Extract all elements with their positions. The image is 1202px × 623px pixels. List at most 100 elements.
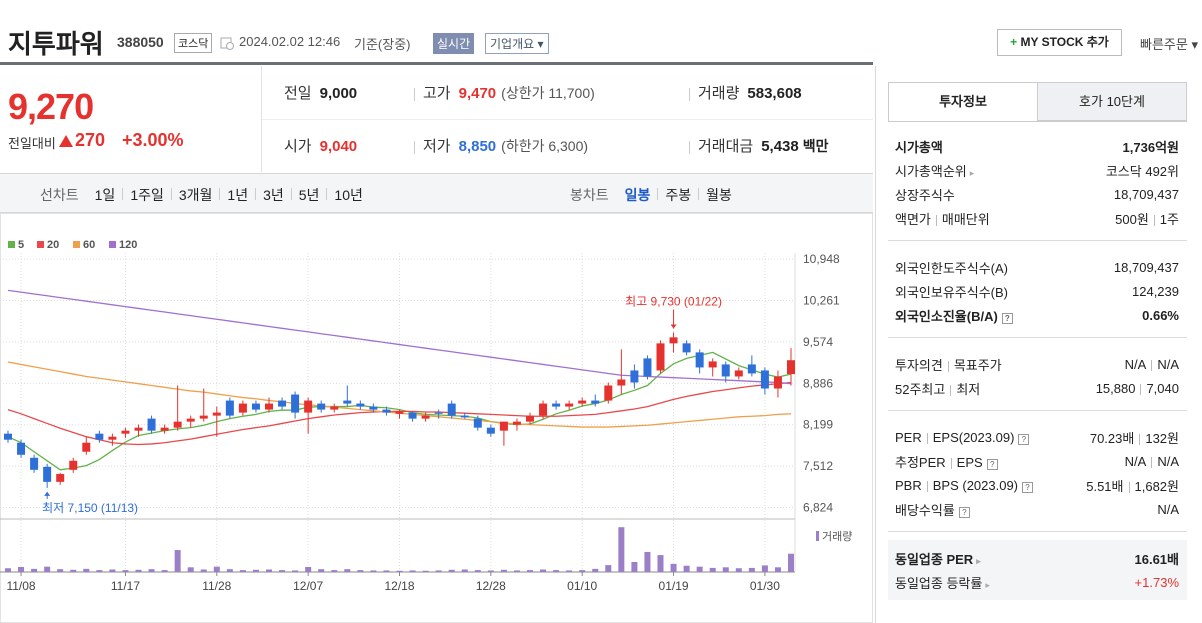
info-label-group: PER EPS(2023.09)? bbox=[895, 430, 1030, 445]
candle-body bbox=[434, 412, 443, 414]
candle-body bbox=[760, 370, 769, 389]
info-value-group: 18,709,437 bbox=[1114, 260, 1179, 275]
volume-bar bbox=[696, 566, 703, 572]
period-tab[interactable]: 3개월 bbox=[178, 187, 213, 203]
info-row: 동일업종 등락률 ▸ +1.73% bbox=[888, 570, 1187, 594]
volume-bar bbox=[161, 570, 168, 572]
info-tab[interactable]: 투자정보 bbox=[889, 83, 1037, 121]
candle-body bbox=[304, 400, 313, 413]
change-label: 전일대비 bbox=[8, 136, 56, 151]
info-label: 매매단위 bbox=[941, 211, 990, 227]
info-group: 투자의견 목표주가 N/A N/A 52주최고 최저 15,880 7,040 bbox=[888, 346, 1187, 411]
candle-body bbox=[69, 460, 78, 470]
info-tab[interactable]: 호가 10단계 bbox=[1037, 83, 1186, 121]
quote-separator bbox=[689, 87, 690, 101]
info-label: 액면가 bbox=[895, 211, 931, 227]
quote-value: 583,608 bbox=[747, 85, 802, 102]
candle-body bbox=[526, 415, 534, 422]
period-tab[interactable]: 1주일 bbox=[130, 187, 164, 203]
info-value-group: 15,880 7,040 bbox=[1096, 381, 1179, 396]
quote-separator bbox=[414, 140, 415, 154]
candle-body bbox=[173, 421, 182, 428]
volume-bar bbox=[57, 569, 64, 572]
volume-bar bbox=[31, 568, 38, 572]
quote-value: 9,470 bbox=[458, 85, 497, 102]
help-icon[interactable]: ? bbox=[1022, 481, 1034, 493]
info-label: 외국인보유주식수(B) bbox=[895, 284, 1009, 300]
help-icon[interactable]: ? bbox=[1018, 433, 1030, 445]
annotation: 최고 9,730 (01/22) bbox=[625, 295, 722, 309]
realtime-badge[interactable]: 실시간 bbox=[433, 33, 475, 54]
period-tab[interactable]: 1년 bbox=[227, 187, 249, 203]
info-value: 1,736억원 bbox=[1122, 139, 1179, 155]
info-label-group: 외국인한도주식수(A) bbox=[895, 258, 1008, 277]
help-icon[interactable]: ? bbox=[958, 506, 970, 518]
candle-body bbox=[147, 418, 156, 431]
quick-order[interactable]: 빠른주문 ▾ bbox=[1140, 37, 1198, 52]
candle-tab[interactable]: 주봉 bbox=[665, 187, 692, 203]
candle-tab[interactable]: 월봉 bbox=[706, 187, 732, 203]
volume-bar bbox=[474, 570, 481, 572]
candle-body bbox=[565, 403, 574, 407]
info-label-group: PBR BPS (2023.09)? bbox=[895, 478, 1034, 493]
volume-bar bbox=[239, 570, 246, 572]
volume-bar bbox=[709, 567, 716, 572]
market-badge: 코스닥 bbox=[174, 33, 213, 53]
candle-body bbox=[317, 403, 326, 410]
candle-body bbox=[747, 364, 756, 374]
volume-bar bbox=[318, 569, 325, 572]
y-tick-label: 10,261 bbox=[803, 294, 840, 308]
info-value: 0.66% bbox=[1142, 307, 1179, 323]
help-icon[interactable]: ? bbox=[986, 458, 998, 470]
candle-body bbox=[4, 433, 12, 440]
period-tab[interactable]: 10년 bbox=[334, 187, 363, 203]
candle-body bbox=[695, 352, 704, 368]
quote-value: 9,040 bbox=[319, 138, 358, 155]
info-value-group: 18,709,437 bbox=[1114, 187, 1179, 202]
basis: 기준(장중) bbox=[354, 37, 411, 52]
candle-body bbox=[356, 403, 365, 407]
period-tab[interactable]: 3년 bbox=[263, 187, 284, 203]
info-value: 7,040 bbox=[1146, 380, 1179, 396]
volume-bar bbox=[553, 570, 560, 572]
info-value: N/A bbox=[1157, 501, 1179, 517]
info-row: 시가총액 1,736억원 bbox=[888, 134, 1187, 158]
volume-bar bbox=[96, 570, 103, 572]
x-tick-label: 01/30 bbox=[750, 579, 780, 593]
info-label-group: 시가총액 bbox=[895, 137, 943, 156]
legend-label: 20 bbox=[47, 239, 59, 251]
candle-body bbox=[160, 427, 169, 431]
volume-bar bbox=[383, 570, 390, 572]
volume-bar bbox=[213, 566, 220, 572]
company-info[interactable]: 기업개요 ▾ bbox=[485, 33, 549, 54]
chart-frame bbox=[0, 213, 873, 623]
period-tab[interactable]: 1일 bbox=[94, 187, 116, 203]
info-value: 70.23배 bbox=[1089, 430, 1135, 446]
candle-body bbox=[30, 457, 39, 470]
candle-body bbox=[43, 466, 52, 482]
label-separator bbox=[950, 457, 952, 469]
help-icon[interactable]: ? bbox=[1001, 312, 1013, 324]
my-stock-button[interactable]: + MY STOCK 추가 bbox=[997, 29, 1122, 56]
candle-tab[interactable]: 일봉 bbox=[624, 187, 651, 203]
period-tab[interactable]: 5년 bbox=[298, 187, 320, 203]
tab-separator bbox=[326, 188, 328, 200]
quote-label: 전일 bbox=[284, 85, 312, 102]
arrow-icon: ▸ bbox=[969, 167, 975, 178]
info-label-group: 투자의견 목표주가 bbox=[895, 355, 1002, 374]
info-label: 동일업종 PER bbox=[895, 551, 974, 567]
info-value-group: 70.23배 132원 bbox=[1090, 428, 1179, 447]
candle-chart-tabs: 봉차트 일봉 주봉 월봉 bbox=[570, 185, 732, 205]
volume-bar bbox=[631, 561, 638, 572]
value-separator bbox=[1128, 481, 1130, 493]
value-separator bbox=[1139, 433, 1141, 445]
candle-body bbox=[251, 403, 260, 410]
x-tick-label: 11/28 bbox=[202, 579, 231, 593]
arrow-icon: ▸ bbox=[976, 555, 981, 566]
legend-label: 60 bbox=[83, 239, 95, 251]
candle-body bbox=[121, 430, 130, 434]
info-value-group: N/A N/A bbox=[1125, 357, 1179, 372]
info-value: N/A bbox=[1124, 356, 1147, 372]
info-value: 1,682원 bbox=[1134, 478, 1180, 494]
